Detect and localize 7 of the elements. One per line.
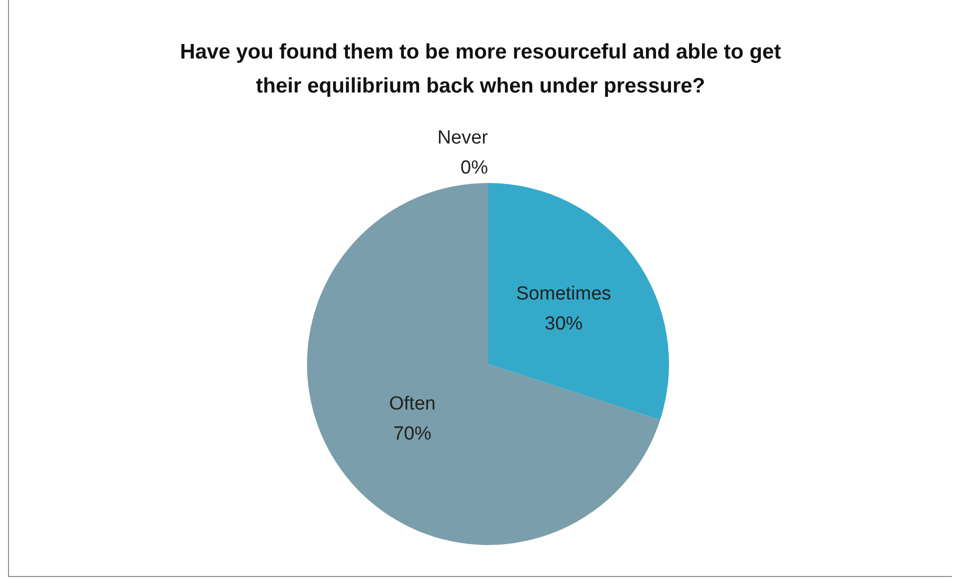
data-label: 30%	[544, 314, 583, 335]
slice-label: Often	[389, 393, 436, 414]
category-label: Never	[437, 128, 488, 148]
chart-title: Have you found them to be more resourceful and able to get their equilibrium back when under pressure?	[180, 40, 781, 98]
text: 0%	[460, 158, 488, 178]
slice-label: Sometimes	[516, 284, 612, 305]
data-label: 70%	[393, 423, 432, 444]
